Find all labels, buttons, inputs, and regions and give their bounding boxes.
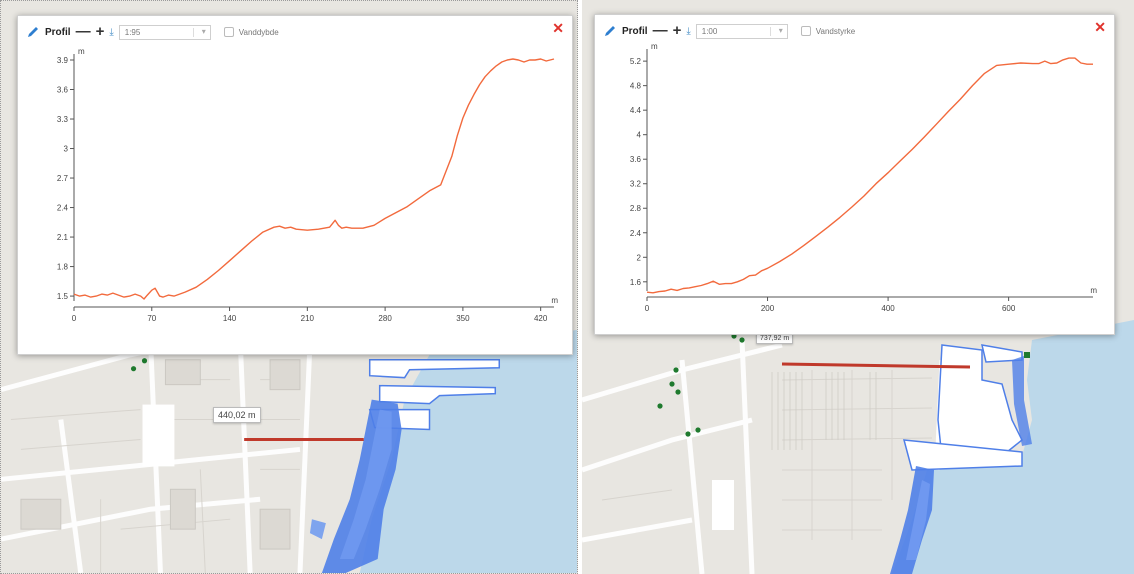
x-tick-label: 600 [1002,304,1016,313]
y-tick-label: 3.6 [57,86,69,95]
y-tick-label: 1.5 [57,292,69,301]
y-tick-label: 3.2 [630,180,642,189]
y-tick-label: 4.4 [630,106,642,115]
measure-label: 440,02 m [213,407,261,423]
water-depth-checkbox[interactable] [223,27,234,37]
profile-panel-right[interactable]: Profil — + ⤓ 1:00 ▾ Vandstyrke ✕ 1.6 2 2.4… [594,14,1115,335]
profile-toolbar: Profil — + ⤓ 1:95 ▾ Vanddybde [26,23,279,41]
y-tick-label: 2 [637,253,642,262]
x-tick-label: 280 [378,314,392,323]
profile-panel-left[interactable]: Profil — + ⤓ 1:95 ▾ Vanddybde ✕ 1.5 1.8 2.… [17,15,573,355]
y-axis-unit: m [78,47,85,56]
select-divider [192,27,194,37]
x-tick-label: 70 [147,314,156,323]
water-depth-label: Vanddybde [238,27,279,37]
x-tick-label: 200 [761,304,775,313]
y-tick-label: 4 [637,131,642,140]
x-tick-label: 140 [223,314,237,323]
x-tick-label: 400 [881,304,895,313]
elevation-chart-left: 1.5 1.8 2.1 2.4 2.7 3 3.3 3.6 3.9 0 70 140 210 280 350… [57,47,558,323]
y-tick-label: 2.8 [630,204,642,213]
download-icon[interactable]: ⤓ [686,25,691,37]
y-tick-label: 2.4 [57,204,69,213]
zoom-in-button[interactable]: + [95,23,105,40]
close-icon[interactable]: ✕ [1094,19,1106,35]
water-level-label: Vandstyrke [815,26,856,36]
zoom-out-button[interactable]: — [75,23,91,40]
x-tick-label: 0 [72,314,77,323]
chevron-down-icon: ▾ [201,26,206,36]
y-tick-label: 3.3 [57,115,69,124]
water-level-checkbox[interactable] [800,26,811,36]
scale-select[interactable]: 1:00 ▾ [695,23,788,39]
x-tick-label: 350 [456,314,470,323]
y-tick-label: 3.9 [57,56,69,65]
y-tick-label: 3 [64,145,69,154]
pencil-icon [605,26,615,36]
elevation-profile-line [646,57,1093,294]
elevation-chart-right: 1.6 2 2.4 2.8 3.2 3.6 4 4.4 4.8 5.2 0 200 400 600 m m [630,42,1097,313]
y-tick-label: 1.8 [57,263,69,272]
y-tick-label: 2.4 [630,229,642,238]
zoom-out-button[interactable]: — [652,22,668,39]
scale-select-value: 1:95 [124,27,141,37]
profile-title: Profil [45,26,71,38]
left-map-view[interactable]: 440,02 m Profil — + ⤓ 1:95 ▾ Vanddybde ✕… [0,0,578,574]
scale-select[interactable]: 1:95 ▾ [118,24,211,40]
y-tick-label: 5.2 [630,57,642,66]
profile-toolbar: Profil — + ⤓ 1:00 ▾ Vandstyrke [603,22,855,40]
pencil-icon [28,27,38,37]
zoom-in-button[interactable]: + [672,22,682,39]
y-axis-unit: m [651,42,658,51]
y-tick-label: 1.6 [630,278,642,287]
scale-select-value: 1:00 [701,26,718,36]
y-tick-label: 3.6 [630,155,642,164]
x-tick-label: 420 [534,314,548,323]
y-tick-label: 4.8 [630,82,642,91]
right-map-view[interactable]: 737,92 m Profil — + ⤓ 1:00 ▾ Vandstyrke … [582,0,1134,574]
y-tick-label: 2.7 [57,174,69,183]
x-axis-unit: m [1090,286,1097,295]
x-tick-label: 0 [645,304,650,313]
x-axis-unit: m [551,296,558,305]
profile-title: Profil [622,25,648,37]
chevron-down-icon: ▾ [778,25,783,35]
select-divider [769,26,771,36]
download-icon[interactable]: ⤓ [109,26,114,38]
elevation-profile-line [73,58,555,300]
close-icon[interactable]: ✕ [552,20,564,36]
y-tick-label: 2.1 [57,233,69,242]
x-tick-label: 210 [301,314,315,323]
